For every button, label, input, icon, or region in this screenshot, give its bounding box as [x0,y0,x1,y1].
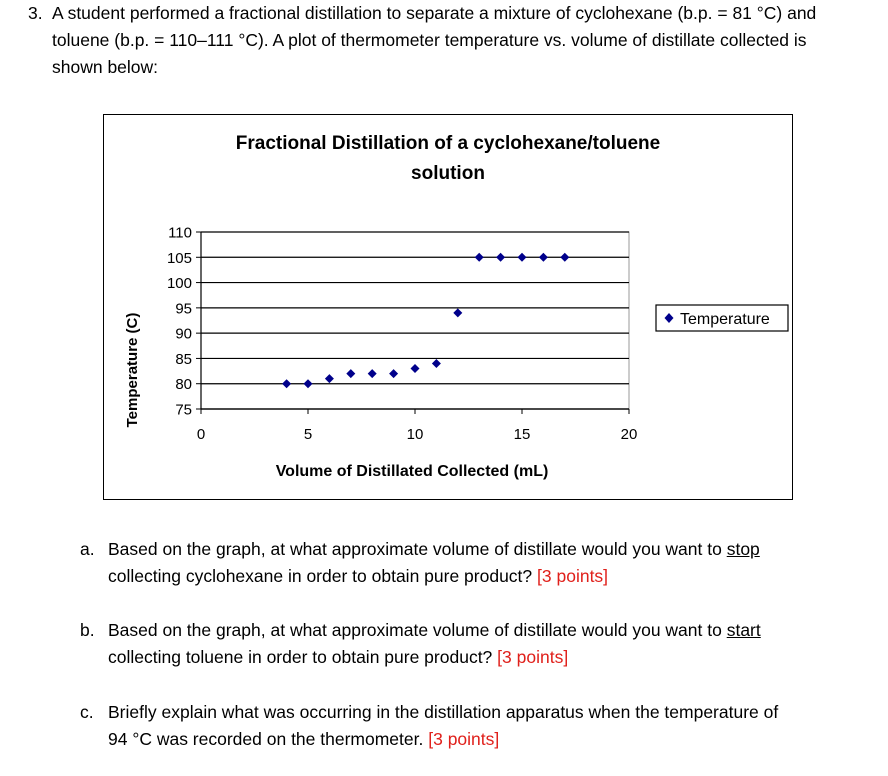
data-point [389,369,399,379]
data-point [517,252,527,262]
chart-title-line2: solution [411,163,485,184]
y-tick-label: 110 [168,225,192,242]
sub-question-text: Briefly explain what was occurring in th… [108,699,853,753]
sub-question-line2: collecting cyclohexane in order to obtai… [108,566,533,586]
emphasis-word: stop [726,539,760,559]
axis-layer: 75 80 85 90 95 100 105 110 0 5 10 15 20 [167,225,637,444]
sub-question-label: c. [80,702,94,722]
question-number: 3. [28,3,43,23]
y-tick-label: 75 [175,402,192,419]
x-axis-label: Volume of Distillated Collected (mL) [276,463,549,480]
data-point [560,252,570,262]
chart-frame: Fractional Distillation of a cyclohexane… [103,114,793,500]
data-point [538,252,548,262]
sub-question-line1: Based on the graph, at what approximate … [108,620,727,640]
data-point [324,374,334,384]
sub-question-line1: Briefly explain what was occurring in th… [108,702,779,722]
data-point [453,308,463,318]
legend-label: Temperature [680,311,770,328]
data-point [282,379,292,389]
points-label: [3 points] [497,647,569,667]
y-tick-label: 95 [175,300,192,317]
y-axis-label: Temperature (C) [124,313,141,428]
data-point [474,252,484,262]
distillation-chart: Fractional Distillation of a cyclohexane… [124,133,789,480]
sub-question-text: Based on the graph, at what approximate … [108,617,853,671]
y-tick-label: 100 [167,275,192,292]
data-point [303,379,313,389]
y-tick-label: 105 [167,250,192,267]
data-point [431,358,441,368]
y-tick-label: 90 [175,326,192,343]
data-point [346,369,356,379]
emphasis-word: start [726,620,761,640]
x-tick-label: 15 [514,426,531,443]
x-tick-label: 10 [407,426,424,443]
question-text: A student performed a fractional distill… [52,3,817,77]
legend: Temperature [655,304,789,332]
data-point [410,364,420,374]
legend-box [655,304,789,332]
points-label: [3 points] [428,729,500,749]
data-point [367,369,377,379]
legend-marker-icon [664,313,674,323]
sub-question-text: Based on the graph, at what approximate … [108,536,853,590]
x-tick-label: 20 [621,426,638,443]
sub-question-line1: Based on the graph, at what approximate … [108,539,727,559]
data-point [496,252,506,262]
y-tick-label: 85 [175,351,192,368]
chart-title-line1: Fractional Distillation of a cyclohexane… [236,133,660,154]
x-tick-label: 5 [304,426,312,443]
marker-layer [282,252,570,389]
sub-question-label: b. [80,620,95,640]
sub-question-line2: collecting toluene in order to obtain pu… [108,647,493,667]
points-label: [3 points] [537,566,609,586]
y-tick-label: 80 [175,376,192,393]
sub-question-line2: 94 °C was recorded on the thermometer. [108,729,424,749]
sub-question-label: a. [80,539,95,559]
x-tick-label: 0 [197,426,205,443]
